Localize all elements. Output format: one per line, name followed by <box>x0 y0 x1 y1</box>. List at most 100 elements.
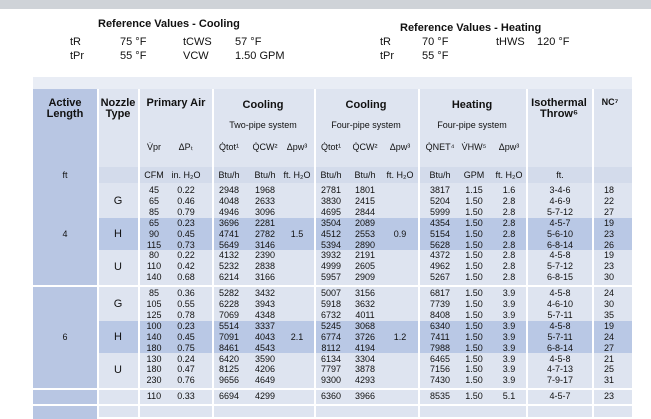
cell: 2.8 <box>502 250 516 261</box>
symbol: Δpw³ <box>286 142 308 152</box>
unit: CFM <box>144 170 164 180</box>
nozzle-type: H <box>114 228 122 241</box>
cell: 0.46 <box>177 195 195 206</box>
cell: 1.6 <box>502 185 516 195</box>
cell: 100 <box>146 320 162 331</box>
unit: in. H₂O <box>171 170 201 180</box>
cell: 2.8 <box>502 239 516 250</box>
ref-title: Reference Values - Heating <box>400 22 542 34</box>
cell: 4-5-7 <box>549 391 571 402</box>
subheader: Four-pipe system <box>437 120 507 130</box>
ref-title: Reference Values - Cooling <box>98 18 240 30</box>
cell: 4194 <box>354 342 376 353</box>
cell: 9300 <box>320 375 342 386</box>
cell: 6694 <box>218 391 240 402</box>
cell: 6134 <box>320 353 342 364</box>
cell: 8112 <box>321 342 341 353</box>
cell: 6214 <box>218 272 240 283</box>
cell: 3590 <box>254 353 276 364</box>
cell: 3.9 <box>502 364 516 375</box>
cell: 2782 <box>254 228 276 239</box>
cell: 4011 <box>355 309 375 320</box>
cell: 5-7-12 <box>546 261 573 272</box>
ref-item: 55 °F <box>422 50 449 62</box>
cell: 4649 <box>254 375 276 386</box>
cell: 5514 <box>218 320 240 331</box>
cell: 22 <box>603 195 614 206</box>
cell: 85 <box>148 288 159 299</box>
cell: 2838 <box>254 261 276 272</box>
column-separator <box>138 89 140 419</box>
length-column <box>33 89 97 419</box>
cell: 3.9 <box>502 320 516 331</box>
cell: 2191 <box>354 250 376 261</box>
unit: ft. <box>556 170 564 180</box>
cell: 2.8 <box>502 272 516 283</box>
cell: 2633 <box>254 195 276 206</box>
cell: 3.9 <box>502 309 516 320</box>
cell: 8461 <box>218 342 240 353</box>
cell: 5999 <box>429 206 451 217</box>
cell: 3726 <box>354 331 376 342</box>
cell: 0.23 <box>177 217 195 228</box>
cell: 5-7-11 <box>547 331 573 342</box>
ref-item: 57 °F <box>235 36 262 48</box>
cell: 3156 <box>354 288 376 299</box>
cell: 1.50 <box>465 228 483 239</box>
cell: 3878 <box>354 364 376 375</box>
cell: 1.50 <box>465 299 483 309</box>
cell: 0.33 <box>177 391 195 402</box>
symbol: Q̇CW² <box>252 142 278 152</box>
cell: 3.9 <box>502 331 516 342</box>
cell: 3943 <box>254 299 276 309</box>
cell: 21 <box>603 353 614 364</box>
cell: 2415 <box>354 195 376 206</box>
symbol: V̇HW⁵ <box>461 142 487 152</box>
cell: 230 <box>146 375 162 386</box>
cell: 1.50 <box>465 250 483 261</box>
cell: 9656 <box>218 375 240 386</box>
cell: 2390 <box>254 250 276 261</box>
unit: Btu/h <box>320 170 342 180</box>
cell: 26 <box>603 239 614 250</box>
cell: 4-5-8 <box>549 250 571 261</box>
cell: 6817 <box>429 288 451 299</box>
cell: 1801 <box>354 185 376 195</box>
nozzle-type: U <box>114 260 122 273</box>
table-top-band <box>33 77 632 89</box>
cell: 5267 <box>429 272 451 283</box>
cell: 5154 <box>429 228 451 239</box>
cell: 4043 <box>254 331 276 342</box>
cell: 23 <box>603 261 614 272</box>
cell: 8125 <box>218 364 240 375</box>
highlight-rows <box>97 217 632 251</box>
subheader: Four-pipe system <box>331 120 401 130</box>
unit: Btu/h <box>218 170 240 180</box>
cell: 31 <box>603 375 614 386</box>
active-length: 4 <box>62 229 68 240</box>
cell: 4206 <box>254 364 276 375</box>
cell: 80 <box>148 250 159 261</box>
cell: 6465 <box>429 353 451 364</box>
cell: 0.45 <box>177 228 195 239</box>
cell: 30 <box>603 299 614 309</box>
ref-item: tPr <box>380 50 395 62</box>
cell: 27 <box>603 342 614 353</box>
group-separator <box>33 285 632 288</box>
cell: 19 <box>603 320 614 331</box>
highlight-rows <box>97 320 632 354</box>
nozzle-type: H <box>114 331 122 344</box>
nozzle-type: G <box>113 298 123 311</box>
cell: 0.9 <box>393 229 407 240</box>
cell: 1.50 <box>465 331 483 342</box>
cell: 5204 <box>429 195 451 206</box>
cell: 2781 <box>320 185 342 195</box>
cell: 6360 <box>320 391 342 402</box>
cell: 4293 <box>354 375 376 386</box>
cell: 4-5-8 <box>549 288 571 299</box>
cell: 4-5-8 <box>549 353 571 364</box>
ref-item: tR <box>70 36 81 48</box>
cell: 6732 <box>320 309 342 320</box>
cell: 4512 <box>320 228 342 239</box>
